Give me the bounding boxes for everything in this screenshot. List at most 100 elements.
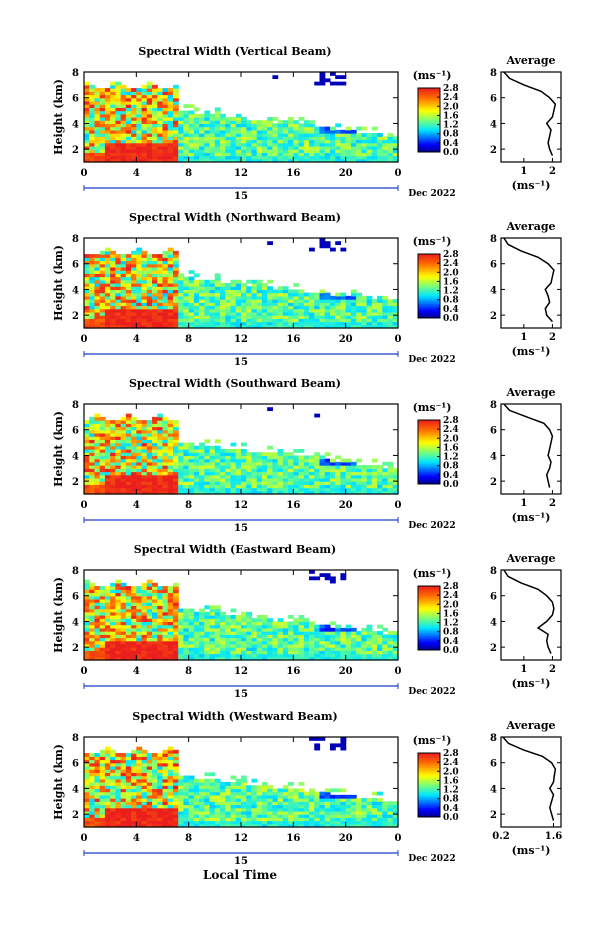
heatmap-cell: [188, 798, 195, 802]
heatmap-cell: [152, 283, 158, 287]
colorbar-segment: [418, 104, 440, 107]
heatmap-cell: [188, 299, 195, 303]
heatmap-cell: [256, 152, 263, 157]
heatmap-cell: [99, 292, 106, 297]
heatmap-cell: [241, 484, 247, 489]
heatmap-cell: [241, 618, 247, 623]
heatmap-cell: [199, 810, 205, 815]
heatmap-cell: [110, 286, 116, 291]
heatmap-cell: [172, 487, 179, 492]
heatmap-cell: [131, 791, 137, 796]
heatmap-cell: [172, 324, 179, 329]
heatmap-cell: [251, 149, 258, 153]
heatmap-cell: [193, 321, 200, 326]
heatmap-cell: [246, 785, 253, 790]
heatmap-cell: [146, 88, 153, 92]
heatmap-cell: [392, 490, 399, 495]
heatmap-cell: [146, 292, 153, 297]
heatmap-cell: [141, 589, 148, 594]
heatmap-cell: [324, 576, 331, 581]
heatmap-cell: [141, 586, 148, 590]
heatmap: [84, 570, 399, 661]
heatmap-cell: [167, 775, 174, 780]
heatmap-cell: [178, 778, 185, 783]
heatmap-cell: [172, 254, 179, 258]
heatmap-cell: [235, 490, 242, 495]
heatmap-cell: [267, 653, 273, 658]
heatmap-cell: [94, 605, 101, 610]
heatmap-cell: [167, 120, 174, 125]
heatmap-cell: [131, 608, 137, 613]
heatmap-cell: [167, 250, 174, 255]
heatmap-cell: [214, 123, 221, 128]
colorbar-segment: [418, 460, 440, 463]
heatmap-cell: [110, 442, 116, 447]
heatmap-cell: [131, 468, 137, 473]
heatmap-cell: [104, 627, 111, 632]
heatmap-cell: [329, 152, 336, 157]
heatmap-cell: [209, 615, 216, 619]
heatmap-cell: [94, 442, 101, 447]
heatmap-cell: [84, 279, 90, 284]
heatmap-cell: [167, 91, 174, 96]
heatmap-cell: [272, 152, 279, 157]
heatmap-cell: [204, 490, 211, 495]
heatmap-cell: [120, 110, 127, 115]
heatmap-cell: [199, 637, 205, 642]
heatmap-cell: [241, 145, 247, 150]
heatmap-cell: [172, 823, 179, 828]
heatmap-cell: [277, 471, 284, 476]
heatmap-cell: [188, 791, 195, 796]
heatmap-cell: [209, 608, 216, 613]
heatmap-cell: [152, 139, 158, 144]
heatmap-cell: [329, 490, 336, 495]
heatmap-cell: [235, 133, 242, 137]
heatmap-cell: [214, 624, 221, 629]
heatmap-cell: [214, 289, 221, 294]
heatmap-cell: [136, 465, 143, 469]
heatmap-cell: [382, 640, 389, 645]
heatmap-cell: [89, 295, 96, 300]
heatmap-cell: [89, 798, 96, 802]
heatmap-cell: [136, 247, 143, 252]
heatmap-cell: [230, 149, 237, 153]
heatmap-cell: [298, 465, 305, 469]
heatmap-cell: [94, 823, 101, 828]
heatmap-cell: [204, 445, 211, 450]
heatmap-cell: [99, 765, 106, 770]
x-tick-label: 12: [234, 168, 248, 179]
heatmap-cell: [230, 817, 237, 822]
profile-y-tick-label: 2: [490, 145, 497, 156]
heatmap-cell: [272, 315, 279, 319]
heatmap-cell: [152, 598, 158, 603]
heatmap-cell: [288, 653, 294, 658]
heatmap-cell: [99, 254, 106, 258]
heatmap-cell: [382, 295, 389, 300]
heatmap-cell: [361, 145, 368, 150]
heatmap-cell: [146, 778, 153, 783]
heatmap-cell: [377, 324, 383, 329]
heatmap-cell: [261, 283, 268, 287]
heatmap-cell: [89, 126, 96, 131]
heatmap-cell: [94, 129, 101, 134]
heatmap-cell: [131, 91, 137, 96]
heatmap-cell: [214, 136, 221, 141]
heatmap-cell: [89, 139, 96, 144]
heatmap-cell: [99, 455, 106, 460]
heatmap-cell: [366, 139, 373, 144]
heatmap-cell: [235, 647, 242, 651]
heatmap-cell: [350, 487, 357, 492]
heatmap-cell: [261, 289, 268, 294]
profile-x-tick-label: 1: [520, 498, 527, 509]
heatmap-cell: [115, 640, 122, 645]
heatmap-cell: [167, 746, 174, 751]
heatmap-cell: [172, 452, 179, 457]
heatmap-cell: [392, 324, 399, 329]
heatmap-cell: [314, 305, 321, 310]
heatmap-cell: [225, 631, 232, 635]
heatmap-cell: [209, 458, 216, 463]
heatmap-cell: [241, 631, 247, 635]
heatmap-cell: [361, 634, 368, 639]
heatmap-cell: [120, 471, 127, 476]
heatmap-cell: [241, 477, 247, 482]
